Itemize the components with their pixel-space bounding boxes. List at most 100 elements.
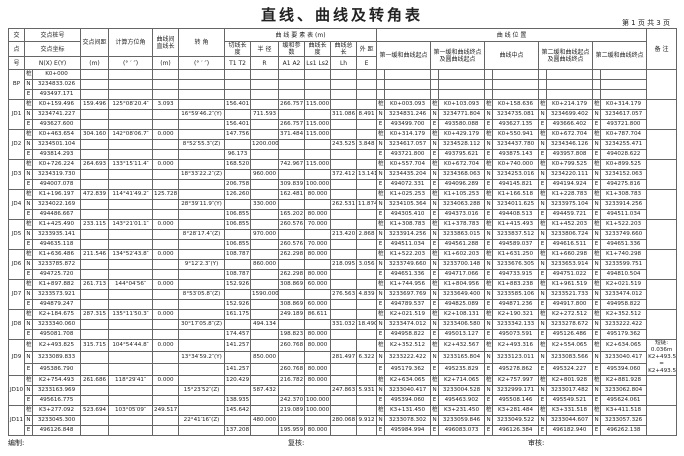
header-cell: 第一缓和曲线起点 [376,41,432,70]
curve-cell [178,129,226,140]
header-cell: 计算方位角 [108,28,154,57]
row-marker: 桩 [484,189,494,200]
curve-cell: 304.160 [80,129,110,140]
curve-cell: 60.000 [304,299,332,310]
position-cell: 495179.362 [600,329,648,340]
row-marker: 桩 [484,279,494,290]
row-marker: N [24,385,33,396]
curve-cell [250,279,280,290]
curve-cell: 287.315 [80,309,110,320]
curve-cell: 103°05′09″ [108,405,154,416]
curve-cell [304,79,332,90]
row-marker: E [24,179,33,190]
row-marker: 桩 [592,99,602,110]
curve-cell: 0.000 [152,159,180,170]
curve-cell: 3.093 [152,99,180,110]
row-marker: E [376,363,386,376]
curve-cell: 331.032 [330,319,358,330]
position-cell: K2+190.321 [492,309,540,320]
curve-cell [250,159,280,170]
curve-cell [330,375,358,386]
curve-cell [356,119,378,130]
jd-label: JD5 [8,219,25,250]
curve-cell [108,109,154,120]
curve-cell: 243.525 [330,139,358,150]
curve-cell: 28°39′11.9″(Y) [178,199,226,210]
curve-cell: 143°21′01.1″ [108,219,154,230]
curve-cell: 100.000 [304,405,332,416]
table-row: E 494725.720 108.787 262.298 80.000 E 494651.3… [9,269,677,280]
curve-cell [250,239,280,250]
table-row: E 494486.667 106.855 165.202 80.000 E 494305.4… [9,209,677,220]
row-marker: N [24,169,33,180]
remark [646,159,678,190]
curve-cell: 152.926 [224,279,252,290]
position-cell: 494651.336 [384,269,432,280]
row-marker: 桩 [484,309,494,320]
table-row: N 3233340.060 30°17′05.8″(Z) 494.134 331.032… [9,319,677,330]
curve-cell: 174.457 [224,329,252,340]
curve-cell [152,351,180,364]
row-marker: E [484,395,494,406]
curve-cell: 213.420 [330,229,358,240]
position-cell: K1+415.493 [492,219,540,230]
table-row: N 3233089.833 13°34′59.2″(Y) 850.000 281.497… [9,351,677,364]
row-marker: E [592,179,602,190]
header-cell: 交点间距 [80,28,110,57]
row-marker: E [592,119,602,130]
position-cell: 494717.066 [438,269,486,280]
row-marker: N [430,169,440,180]
row-marker: N [538,415,548,426]
curve-cell: 308.869 [278,279,306,290]
curve-cell [250,299,280,310]
curve-cell [250,363,280,376]
row-marker: 桩 [538,219,548,230]
curve-cell [250,79,280,90]
row-marker: N [376,169,386,180]
row-marker: N [484,109,494,120]
row-marker: N [430,415,440,426]
position-cell: 3233278.672 [546,319,594,330]
curve-cell [224,415,252,426]
jd-label: JD8 [8,309,25,340]
table-body: BP 桩 K0+000 N 3234833.026 E 493497.171 JD1 桩 K0+1… [8,69,678,436]
curve-cell [250,269,280,280]
coord-cell: 3233573.921 [31,289,82,300]
header-cell: N(X) E(Y) [23,56,82,70]
position-cell: 3233044.607 [546,415,594,426]
row-marker: E [538,363,548,376]
curve-cell: 311.086 [330,109,358,120]
position-cell: 494789.537 [384,299,432,310]
coord-cell: K1+897.882 [31,279,82,290]
position-cell: K1+105.253 [438,189,486,200]
curve-cell [278,351,306,364]
curve-cell [152,239,180,250]
curve-cell: 308.869 [278,299,306,310]
curve-cell [330,395,358,406]
position-cell: 493795.621 [438,149,486,160]
curve-cell [224,289,252,300]
position-cell: 3233222.422 [600,319,648,330]
position-cell: 3233749.660 [384,259,432,270]
position-cell: K1+522.203 [384,249,432,260]
curve-cell [152,395,180,406]
curve-cell [80,169,110,180]
row-marker: 桩 [538,129,548,140]
curve-cell: 165.202 [278,209,306,220]
header-cell: 第二缓和曲线起点及圆曲线终点 [538,41,594,70]
header-cell: 曲线中点 [484,41,540,70]
curve-cell [250,219,280,230]
remark [646,129,678,160]
coord-cell: 494486.667 [31,209,82,220]
coord-cell: K0+463.654 [31,129,82,140]
position-cell: K1+308.783 [600,189,648,200]
curve-cell [80,319,110,330]
row-marker: N [538,289,548,300]
curve-cell: 249.189 [278,309,306,320]
row-marker: E [484,363,494,376]
header-cell: 曲线间直线长 [152,28,180,57]
row-marker [430,89,440,100]
row-marker: E [484,239,494,250]
position-cell: 495179.362 [384,363,432,376]
position-cell: K0+740.000 [492,159,540,170]
